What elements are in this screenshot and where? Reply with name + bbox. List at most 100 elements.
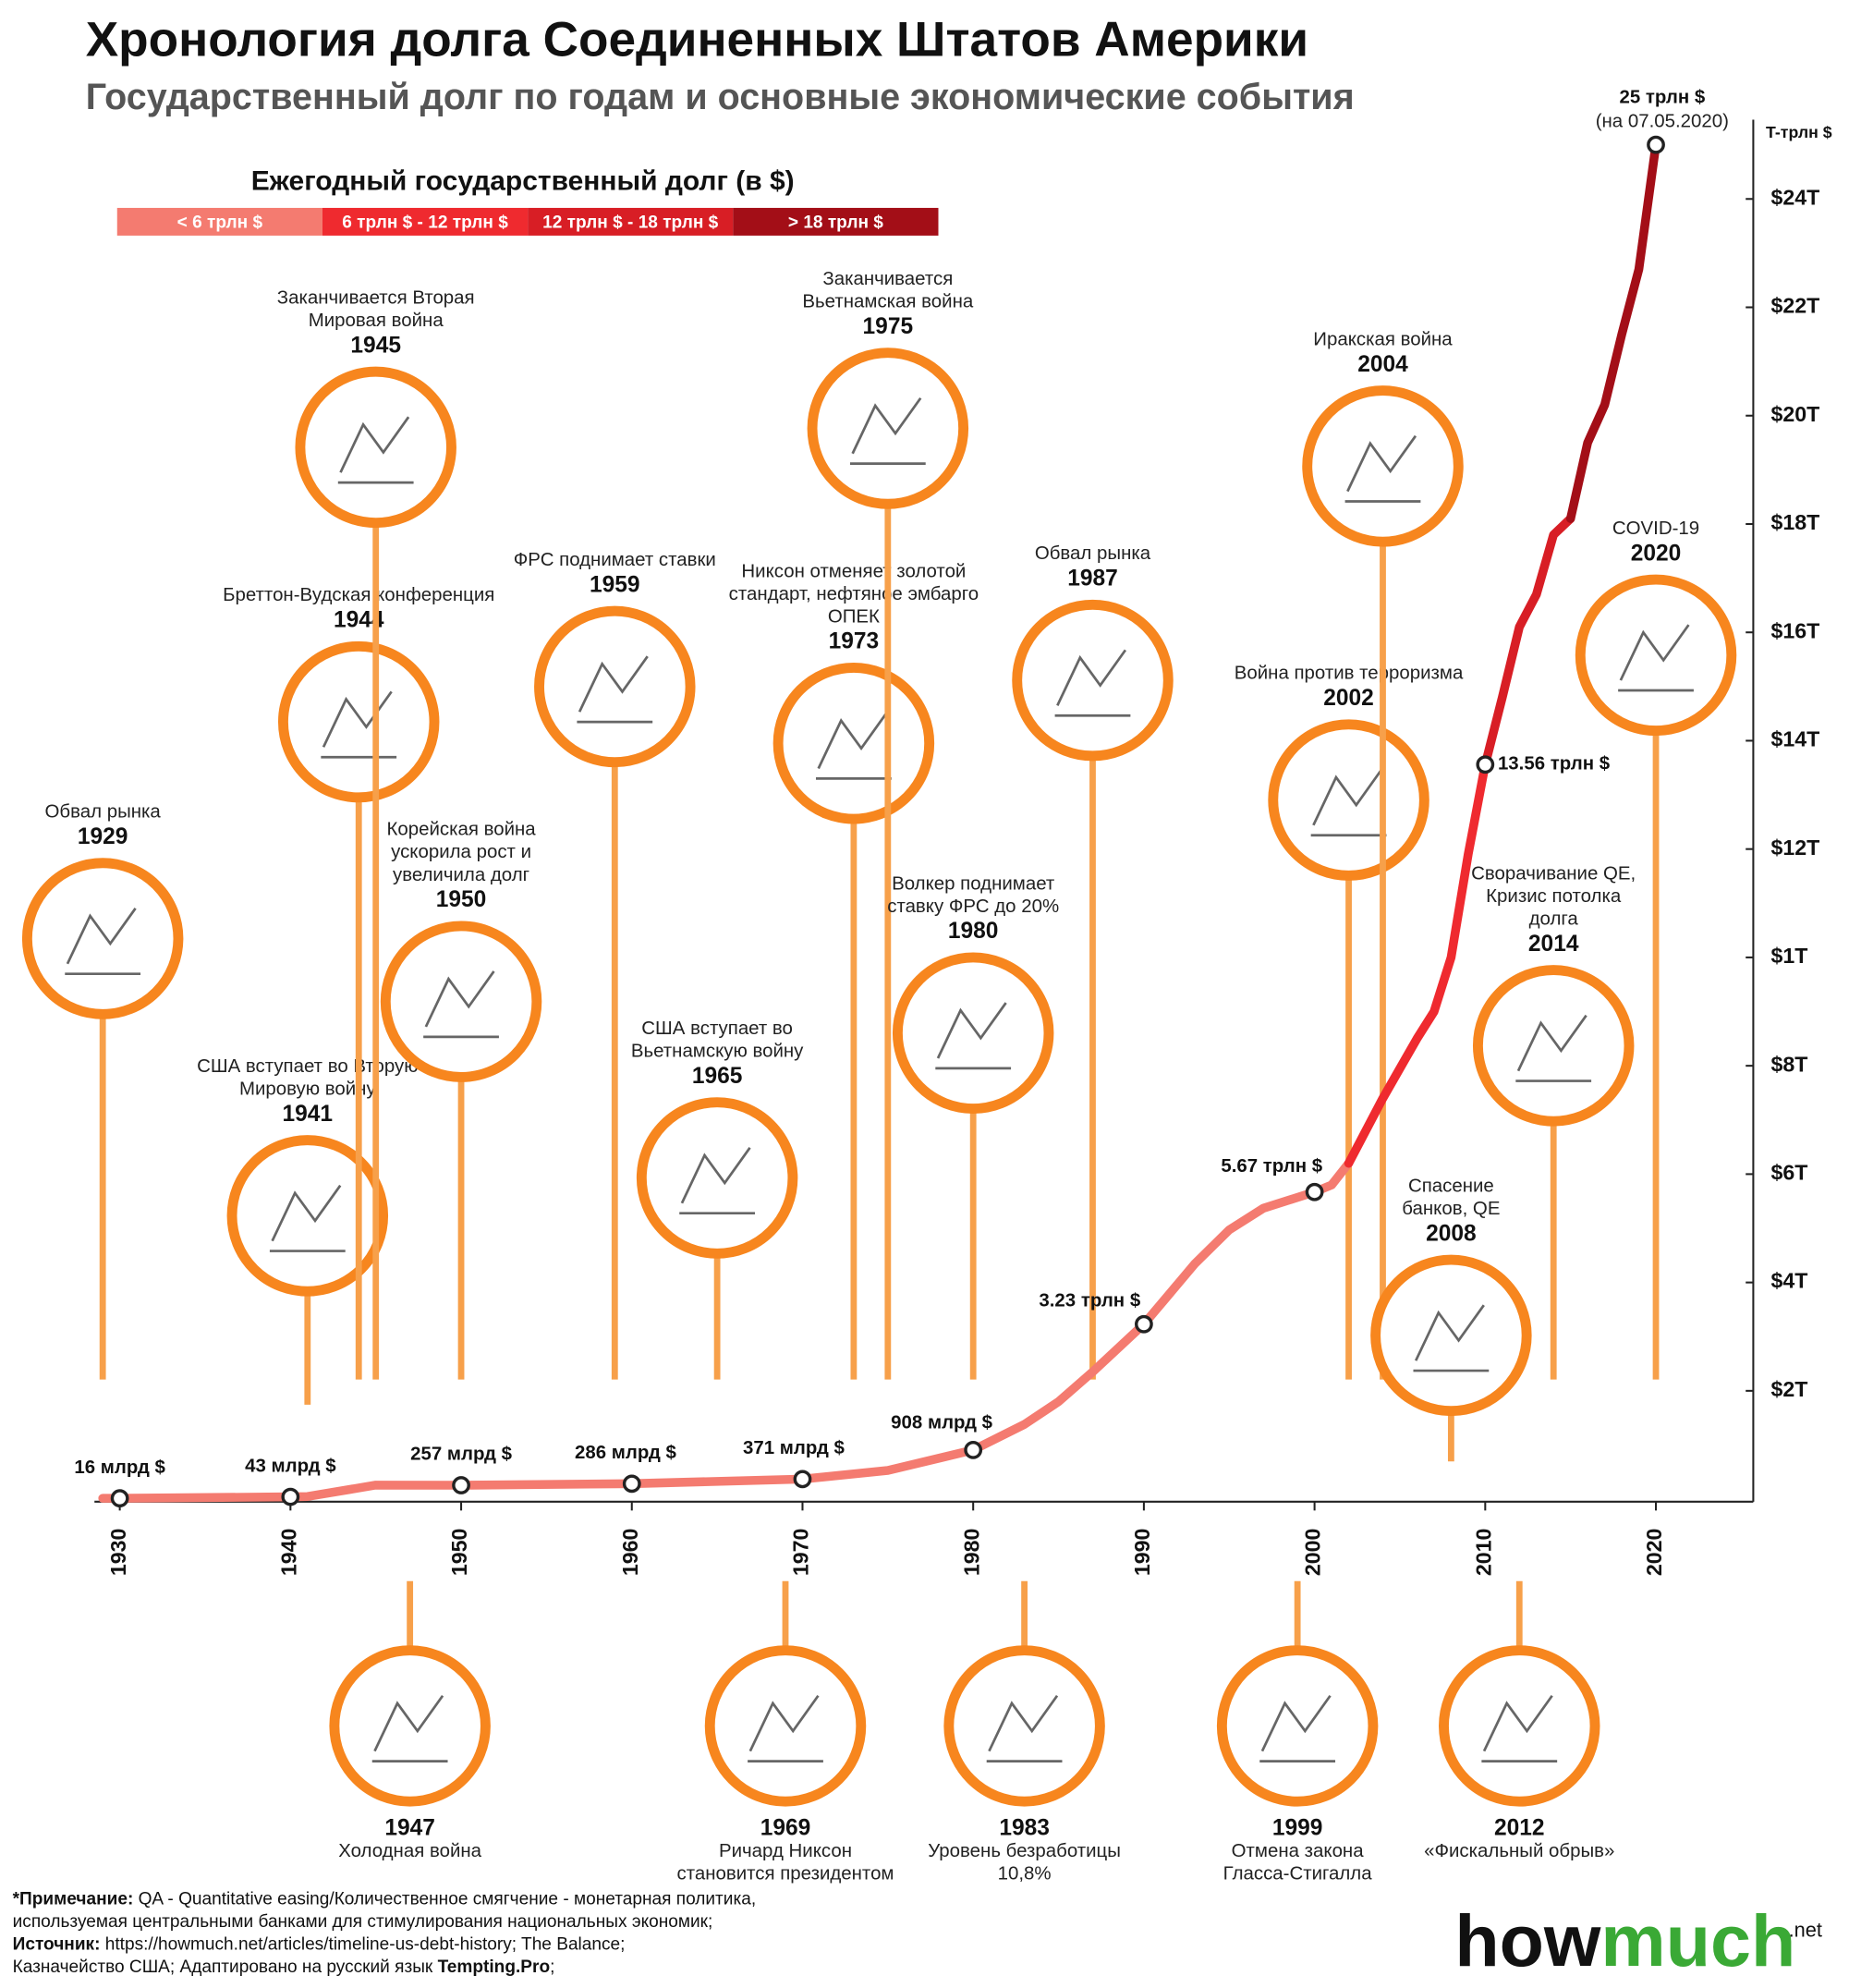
event-circle bbox=[21, 858, 184, 1019]
marker bbox=[622, 1474, 641, 1494]
event-text: Бреттон-Вудская конференция bbox=[223, 584, 494, 605]
event-text: Сворачивание QE, bbox=[1471, 862, 1636, 884]
marker-label: 25 трлн $ bbox=[1619, 87, 1705, 108]
event-icon bbox=[849, 396, 926, 466]
marker bbox=[1135, 1314, 1153, 1334]
event-icon bbox=[1259, 1694, 1336, 1762]
event-icon bbox=[1054, 649, 1131, 717]
chart-title: Хронология долга Соединенных Штатов Амер… bbox=[86, 12, 1308, 67]
event-icon bbox=[337, 416, 414, 484]
x-tick-label: 1940 bbox=[276, 1529, 300, 1577]
event-icon bbox=[423, 970, 499, 1039]
debt-line bbox=[98, 1158, 1354, 1503]
legend-swatch bbox=[528, 207, 734, 236]
event-icon bbox=[748, 1694, 823, 1762]
event-text: Холодная война bbox=[338, 1840, 481, 1861]
event-year: 2014 bbox=[1528, 932, 1579, 957]
marker-label: 257 млрд $ bbox=[410, 1444, 513, 1465]
marker bbox=[1476, 755, 1495, 774]
footnote-part: https://howmuch.net/articles/timeline-us… bbox=[100, 1935, 625, 1955]
event: 1987 Обвал рынка bbox=[1012, 543, 1174, 1380]
event-text: Волкер поднимает bbox=[892, 872, 1055, 894]
event-year: 1999 bbox=[1272, 1816, 1323, 1841]
logo: howmuch bbox=[1454, 1899, 1795, 1982]
footnote-part: QA - Quantitative easing/Количественное … bbox=[133, 1890, 756, 1909]
event-text: COVID-19 bbox=[1612, 518, 1699, 539]
event-circle bbox=[807, 348, 969, 509]
event-icon bbox=[1481, 1694, 1558, 1762]
event-year: 1950 bbox=[436, 887, 487, 912]
event-text: ускорила рост и bbox=[391, 841, 531, 862]
event-text: Спасение bbox=[1408, 1175, 1494, 1196]
y-tick-label: $16T bbox=[1770, 618, 1819, 642]
marker-label: 286 млрд $ bbox=[575, 1442, 677, 1463]
event-circle bbox=[943, 1645, 1105, 1807]
marker-label: 371 млрд $ bbox=[743, 1437, 845, 1458]
y-tick-label: $1T bbox=[1770, 944, 1807, 968]
event-text: США вступает во bbox=[641, 1018, 793, 1039]
marker bbox=[110, 1489, 129, 1508]
event-circle bbox=[704, 1645, 867, 1807]
event-circle bbox=[1439, 1645, 1600, 1807]
x-tick-label: 1990 bbox=[1130, 1529, 1154, 1577]
marker-label: 13.56 трлн $ bbox=[1498, 753, 1611, 774]
event-year: 1959 bbox=[590, 572, 640, 597]
legend-swatch bbox=[733, 207, 939, 236]
event-icon bbox=[986, 1694, 1063, 1762]
event-circle bbox=[329, 1645, 491, 1807]
event-icon bbox=[679, 1147, 756, 1215]
y-tick-label: $6T bbox=[1770, 1161, 1807, 1185]
debt-line bbox=[1480, 514, 1575, 770]
event-circle bbox=[636, 1097, 798, 1259]
footnote-part: используемая центральными банками для ст… bbox=[13, 1912, 713, 1932]
event-text: Гласса-Стигалла bbox=[1223, 1863, 1373, 1884]
event-circle bbox=[1216, 1645, 1379, 1807]
event-icon bbox=[935, 1002, 1012, 1070]
event-year: 2002 bbox=[1323, 686, 1374, 711]
event-year: 1941 bbox=[283, 1102, 334, 1127]
event-icon bbox=[1310, 769, 1387, 837]
marker bbox=[964, 1440, 983, 1459]
footnote-part: *Примечание: bbox=[13, 1890, 134, 1909]
event-year: 1987 bbox=[1067, 567, 1118, 592]
event-circle bbox=[1268, 719, 1429, 881]
y-axis-label: T-трлн $ bbox=[1766, 123, 1832, 141]
event-year: 1969 bbox=[760, 1816, 811, 1841]
x-tick-label: 1980 bbox=[959, 1529, 983, 1577]
event-year: 1975 bbox=[863, 314, 914, 339]
marker bbox=[281, 1487, 300, 1506]
y-tick-label: $20T bbox=[1770, 402, 1819, 426]
event-text: Вьетнамскую войну bbox=[631, 1041, 804, 1062]
y-tick-label: $22T bbox=[1770, 294, 1819, 318]
event-circle bbox=[1575, 574, 1737, 737]
footnote-line: Источник: https://howmuch.net/articles/t… bbox=[13, 1935, 626, 1955]
event-year: 1973 bbox=[829, 629, 880, 654]
footnote-line: *Примечание: QA - Quantitative easing/Ко… bbox=[13, 1890, 757, 1909]
event-icon bbox=[577, 655, 653, 724]
event-year: 2012 bbox=[1494, 1816, 1545, 1841]
event-text: становится президентом bbox=[676, 1863, 894, 1884]
event-text: банков, QE bbox=[1402, 1198, 1500, 1219]
y-tick-label: $2T bbox=[1770, 1377, 1807, 1401]
footnote-part: Казначейство США; Адаптировано на русски… bbox=[13, 1958, 438, 1977]
event-text: «Фискальный обрыв» bbox=[1424, 1840, 1614, 1861]
event-icon bbox=[1344, 434, 1421, 503]
legend-label: > 18 трлн $ bbox=[788, 213, 883, 232]
x-tick-label: 1930 bbox=[106, 1529, 130, 1577]
marker-label: 3.23 трлн $ bbox=[1039, 1290, 1140, 1311]
event-circle bbox=[534, 605, 696, 768]
event-circle bbox=[1302, 385, 1464, 547]
marker-note: (на 07.05.2020) bbox=[1596, 111, 1729, 132]
event: 2012«Фискальный обрыв» bbox=[1424, 1580, 1614, 1861]
marker-label: 16 млрд $ bbox=[74, 1457, 165, 1478]
x-tick-label: 2020 bbox=[1642, 1529, 1666, 1577]
event-text: Корейская война bbox=[386, 819, 536, 840]
